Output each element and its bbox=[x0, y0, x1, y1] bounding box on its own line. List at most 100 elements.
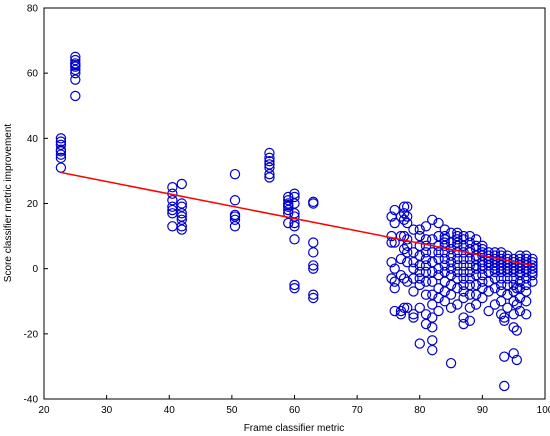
data-point bbox=[458, 292, 469, 304]
data-point bbox=[176, 198, 187, 209]
data-point bbox=[433, 253, 444, 265]
data-point bbox=[483, 253, 494, 265]
data-point bbox=[70, 54, 81, 66]
data-point bbox=[452, 253, 463, 265]
data-point bbox=[452, 230, 463, 242]
data-point bbox=[167, 182, 178, 193]
data-point bbox=[439, 260, 450, 271]
data-point bbox=[402, 302, 413, 313]
data-point bbox=[55, 136, 67, 147]
data-point bbox=[445, 250, 457, 261]
data-point bbox=[477, 263, 488, 274]
data-point bbox=[167, 195, 178, 206]
data-point bbox=[408, 224, 419, 235]
data-point bbox=[458, 234, 469, 245]
data-point bbox=[398, 201, 410, 212]
data-point bbox=[283, 191, 294, 203]
data-point bbox=[398, 214, 410, 225]
data-point bbox=[308, 292, 319, 304]
data-point bbox=[176, 178, 187, 190]
data-point bbox=[289, 191, 300, 203]
data-point bbox=[464, 273, 476, 284]
data-point bbox=[527, 260, 538, 271]
data-point bbox=[308, 263, 319, 274]
data-point bbox=[458, 253, 469, 265]
data-point bbox=[489, 247, 501, 258]
data-point bbox=[264, 152, 275, 164]
x-tick-label: 100 bbox=[537, 405, 550, 416]
data-point bbox=[458, 260, 469, 271]
data-point bbox=[229, 214, 241, 225]
plot-area bbox=[43, 7, 546, 400]
y-axis-ticks: -40 -20 0 20 40 60 80 bbox=[24, 4, 48, 406]
data-point bbox=[470, 234, 482, 245]
data-point bbox=[389, 283, 400, 294]
data-point bbox=[264, 147, 275, 159]
data-point bbox=[511, 283, 523, 294]
y-tick-label: 0 bbox=[32, 264, 38, 275]
data-point bbox=[452, 234, 463, 245]
data-point bbox=[308, 289, 319, 300]
data-point bbox=[477, 283, 488, 294]
data-point bbox=[389, 217, 400, 229]
data-point bbox=[445, 269, 457, 281]
data-point bbox=[398, 243, 410, 255]
data-point bbox=[289, 188, 300, 199]
data-point bbox=[439, 224, 450, 235]
data-point bbox=[408, 312, 419, 323]
data-point bbox=[489, 299, 501, 310]
data-point bbox=[408, 247, 419, 258]
data-point bbox=[70, 51, 81, 63]
data-point bbox=[445, 357, 457, 369]
x-tick-label: 70 bbox=[352, 405, 364, 416]
data-point bbox=[414, 266, 425, 278]
data-point bbox=[402, 201, 413, 212]
data-point bbox=[464, 315, 476, 326]
x-tick-label: 90 bbox=[477, 405, 489, 416]
data-point bbox=[420, 309, 432, 320]
x-tick-label: 80 bbox=[414, 405, 426, 416]
x-axis-label: Frame classifier metric bbox=[244, 423, 345, 434]
y-tick-label: -40 bbox=[24, 395, 39, 406]
data-point bbox=[502, 302, 513, 313]
data-point bbox=[445, 263, 457, 274]
data-point bbox=[499, 380, 510, 392]
data-point bbox=[445, 227, 457, 239]
data-point bbox=[464, 266, 476, 278]
data-point bbox=[495, 286, 507, 297]
data-point bbox=[55, 152, 67, 164]
data-point bbox=[283, 195, 294, 206]
data-point bbox=[420, 266, 432, 278]
data-point bbox=[495, 279, 507, 291]
data-point bbox=[420, 289, 432, 300]
data-point bbox=[458, 266, 469, 278]
data-point bbox=[433, 283, 444, 294]
data-point bbox=[514, 283, 526, 294]
data-point bbox=[521, 250, 532, 261]
data-point bbox=[289, 279, 300, 291]
data-point bbox=[511, 325, 523, 336]
data-point bbox=[445, 302, 457, 313]
data-point bbox=[389, 276, 400, 287]
regression-line bbox=[60, 171, 533, 267]
data-point bbox=[55, 133, 67, 144]
data-point bbox=[470, 240, 482, 252]
data-point bbox=[395, 305, 407, 317]
data-point bbox=[427, 247, 438, 258]
data-point bbox=[229, 209, 241, 221]
data-point bbox=[508, 279, 519, 291]
data-point bbox=[527, 256, 538, 268]
data-point bbox=[414, 302, 425, 313]
data-point bbox=[477, 276, 488, 287]
data-point bbox=[502, 256, 513, 268]
data-point bbox=[508, 322, 519, 333]
data-point bbox=[458, 273, 469, 284]
data-point bbox=[308, 237, 319, 248]
data-point bbox=[414, 279, 425, 291]
data-point bbox=[289, 234, 300, 245]
data-point bbox=[521, 309, 532, 320]
data-point bbox=[511, 354, 523, 366]
data-point bbox=[452, 273, 463, 284]
data-point bbox=[55, 139, 67, 151]
y-axis-label: Score classifier metric improvement bbox=[3, 124, 14, 283]
